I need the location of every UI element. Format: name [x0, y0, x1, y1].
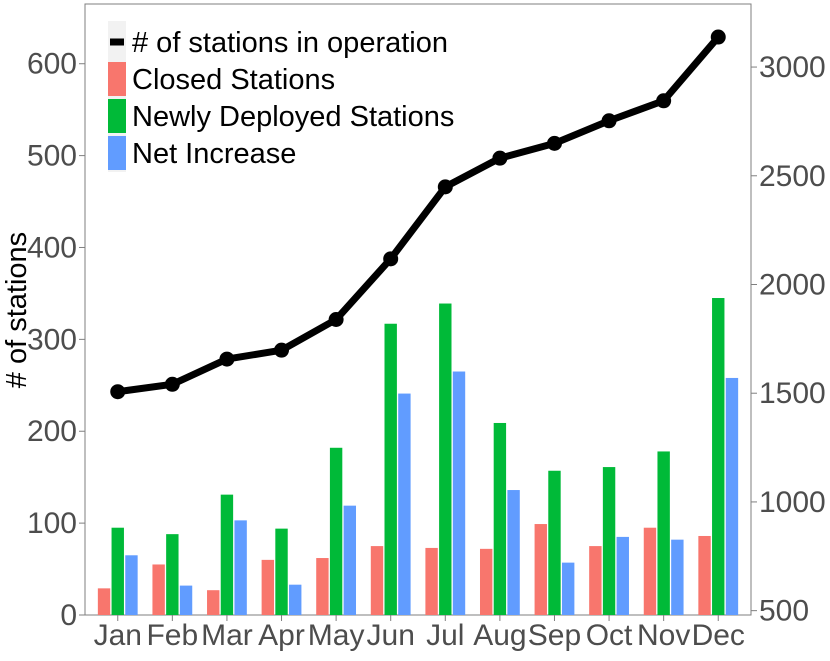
legend-label-net-increase: Net Increase [132, 138, 296, 170]
bar-closed-stations-jan [97, 588, 111, 615]
bar-net-increase-nov [671, 539, 684, 615]
x-axis-tick-label: Apr [258, 619, 305, 652]
left-axis-tick-label: 200 [27, 415, 77, 448]
y-axis-title: # of stations [1, 232, 33, 388]
bar-closed-stations-dec [698, 535, 711, 615]
left-axis-tick-label: 400 [27, 231, 77, 264]
legend-key-closed-stations [108, 62, 126, 96]
line-point-oct [601, 113, 617, 129]
bar-closed-stations-sep [534, 524, 547, 615]
bar-closed-stations-nov [643, 527, 657, 615]
bar-closed-stations-aug [479, 548, 493, 615]
bars-layer [97, 298, 739, 615]
line-point-apr [274, 342, 290, 358]
line-point-aug [492, 150, 508, 166]
line-point-jun [383, 251, 399, 267]
bar-newly-deployed-stations-nov [657, 451, 670, 615]
bar-newly-deployed-stations-may [329, 447, 343, 615]
right-axis-tick-label: 2000 [759, 268, 826, 301]
legend-label-closed-stations: Closed Stations [132, 64, 335, 96]
x-axis: Jan Feb Mar Apr May Jun Jul Aug Sep Oct Nov Dec [94, 615, 745, 652]
legend-label-of-stations-in-operation: # of stations in operation [132, 27, 448, 59]
line-point-jan [110, 384, 126, 400]
x-axis-tick-label: Jan [94, 619, 142, 652]
left-axis-tick-label: 0 [60, 599, 77, 632]
x-axis-tick-label: Dec [692, 619, 745, 652]
bar-net-increase-may [343, 505, 357, 615]
right-axis-tick-label: 3000 [759, 51, 826, 84]
right-axis-tick-label: 2500 [759, 160, 826, 193]
legend-label-newly-deployed-stations: Newly Deployed Stations [132, 101, 454, 133]
line-point-nov [656, 93, 672, 109]
bar-net-increase-aug [507, 490, 520, 615]
left-axis: 0 100 200 300 400 500 600 [27, 48, 85, 632]
left-axis-tick-label: 100 [27, 507, 77, 540]
bar-net-increase-dec [725, 377, 739, 615]
left-axis-tick-label: 500 [27, 140, 77, 173]
bar-newly-deployed-stations-aug [493, 422, 507, 615]
bar-newly-deployed-stations-jan [111, 527, 124, 615]
bar-closed-stations-may [316, 558, 329, 615]
bar-net-increase-jul [452, 371, 466, 615]
left-axis-tick-label: 300 [27, 323, 77, 356]
right-axis-tick-label: 500 [759, 595, 809, 628]
line-point-feb [164, 376, 180, 392]
legend-key-newly-deployed-stations [108, 99, 126, 133]
bar-net-increase-jan [125, 555, 138, 615]
x-axis-tick-label: Oct [586, 619, 633, 652]
bar-newly-deployed-stations-feb [166, 534, 179, 615]
bar-net-increase-feb [179, 585, 193, 615]
bar-closed-stations-mar [207, 590, 220, 615]
right-axis: 500 1000 1500 2000 2500 3000 [751, 51, 826, 628]
bar-closed-stations-apr [261, 559, 275, 615]
bar-newly-deployed-stations-mar [220, 494, 234, 615]
bar-newly-deployed-stations-sep [548, 470, 561, 615]
x-axis-tick-label: May [308, 619, 365, 652]
bar-newly-deployed-stations-oct [602, 467, 616, 615]
right-axis-tick-label: 1000 [759, 486, 826, 519]
x-axis-tick-label: Jun [367, 619, 415, 652]
legend: # of stations in operation Closed Station… [108, 21, 454, 172]
x-axis-tick-label: Mar [201, 619, 253, 652]
bar-closed-stations-jun [370, 546, 384, 615]
bar-net-increase-oct [616, 536, 629, 615]
bar-net-increase-sep [561, 562, 575, 615]
line-point-dec [710, 29, 726, 45]
bar-net-increase-mar [234, 520, 247, 615]
line-point-jul [437, 179, 453, 195]
x-axis-tick-label: Nov [637, 619, 690, 652]
x-axis-tick-label: Jul [426, 619, 464, 652]
line-point-mar [219, 351, 235, 367]
x-axis-tick-label: Feb [146, 619, 198, 652]
bar-net-increase-apr [289, 584, 302, 615]
line-stations-in-operation [114, 33, 722, 396]
legend-key-net-increase [108, 136, 126, 170]
x-axis-tick-label: Sep [528, 619, 581, 652]
line-point-may [328, 312, 344, 327]
bar-newly-deployed-stations-jul [439, 303, 452, 615]
bar-newly-deployed-stations-dec [712, 298, 725, 615]
bar-closed-stations-jul [425, 547, 438, 615]
bar-net-increase-jun [398, 393, 411, 615]
bar-closed-stations-oct [589, 546, 602, 615]
right-axis-tick-label: 1500 [759, 377, 826, 410]
left-axis-tick-label: 600 [27, 48, 77, 81]
x-axis-tick-label: Aug [473, 619, 526, 652]
legend-box [108, 21, 126, 172]
bar-newly-deployed-stations-apr [275, 528, 288, 615]
bar-closed-stations-feb [152, 564, 165, 615]
bar-newly-deployed-stations-jun [384, 323, 397, 615]
line-layer [110, 29, 726, 400]
line-point-sep [546, 135, 562, 151]
